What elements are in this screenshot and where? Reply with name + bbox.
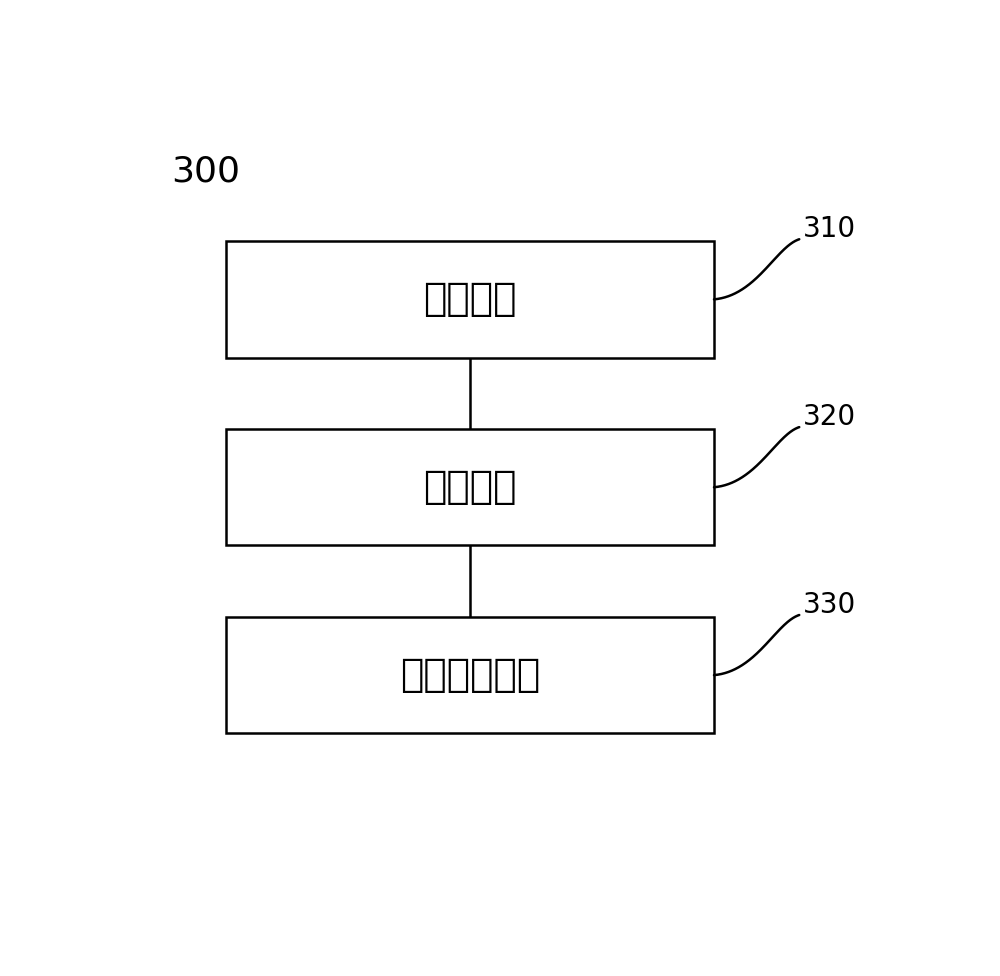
Bar <box>226 617 714 733</box>
Text: 330: 330 <box>803 591 856 619</box>
Text: 隔离检查单元: 隔离检查单元 <box>400 656 540 694</box>
Text: 查找单元: 查找单元 <box>423 468 517 507</box>
Text: 320: 320 <box>803 403 856 431</box>
Bar <box>226 429 714 546</box>
Text: 接收单元: 接收单元 <box>423 280 517 318</box>
Text: 310: 310 <box>803 216 856 243</box>
Bar <box>226 241 714 357</box>
Text: 300: 300 <box>172 154 240 188</box>
